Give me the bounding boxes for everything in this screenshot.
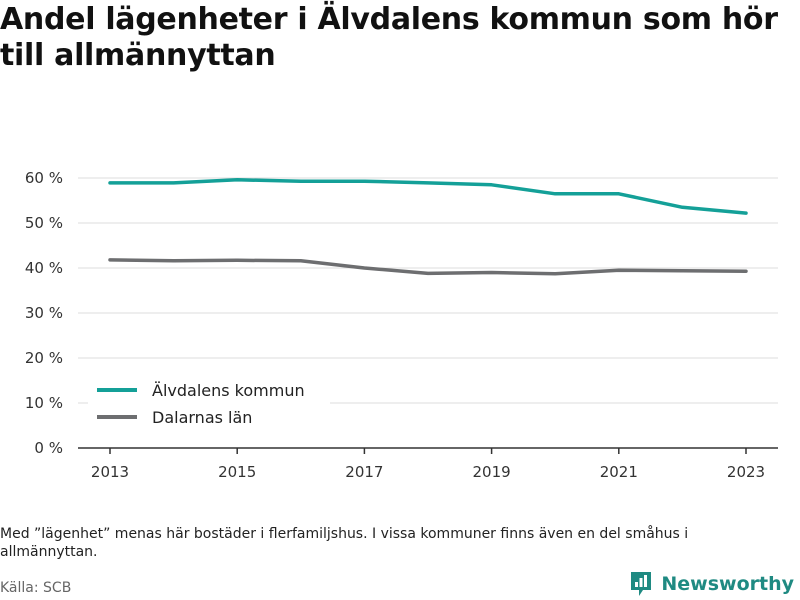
y-tick-label: 20 % bbox=[25, 349, 63, 367]
y-tick-label: 0 % bbox=[34, 439, 63, 457]
chart-title: Andel lägenheter i Älvdalens kommun som … bbox=[0, 2, 778, 73]
legend-background bbox=[88, 374, 330, 436]
brand-name: Newsworthy bbox=[661, 573, 794, 595]
y-tick-label: 40 % bbox=[25, 259, 63, 277]
x-tick-label: 2023 bbox=[727, 463, 765, 481]
x-tick-label: 2015 bbox=[218, 463, 256, 481]
line-chart: 0 % 10 % 20 % 30 % 40 % 50 % 60 % 2013 2015 2017… bbox=[25, 169, 778, 481]
grid-lines bbox=[78, 177, 778, 404]
series-lines bbox=[108, 178, 748, 276]
x-tick-label: 2019 bbox=[473, 463, 511, 481]
newsworthy-logo-icon bbox=[631, 572, 652, 596]
footnote: Med ”lägenhet” menas här bostäder i fler… bbox=[0, 526, 689, 560]
y-axis: 0 % 10 % 20 % 30 % 40 % 50 % 60 % bbox=[25, 169, 63, 457]
x-tick-label: 2013 bbox=[91, 463, 129, 481]
legend: Älvdalens kommun Dalarnas län bbox=[88, 374, 330, 436]
y-tick-label: 60 % bbox=[25, 169, 63, 187]
x-axis: 2013 2015 2017 2019 2021 2023 bbox=[78, 447, 778, 481]
series-line-1 bbox=[108, 258, 748, 276]
legend-label: Älvdalens kommun bbox=[152, 381, 305, 400]
legend-label: Dalarnas län bbox=[152, 408, 252, 427]
y-tick-label: 30 % bbox=[25, 304, 63, 322]
brand-logo[interactable]: Newsworthy bbox=[629, 569, 794, 599]
x-tick-label: 2017 bbox=[345, 463, 383, 481]
y-tick-label: 50 % bbox=[25, 214, 63, 232]
series-line-0 bbox=[108, 178, 748, 215]
source-label: Källa: SCB bbox=[0, 580, 72, 596]
x-tick-label: 2021 bbox=[600, 463, 638, 481]
y-tick-label: 10 % bbox=[25, 394, 63, 412]
